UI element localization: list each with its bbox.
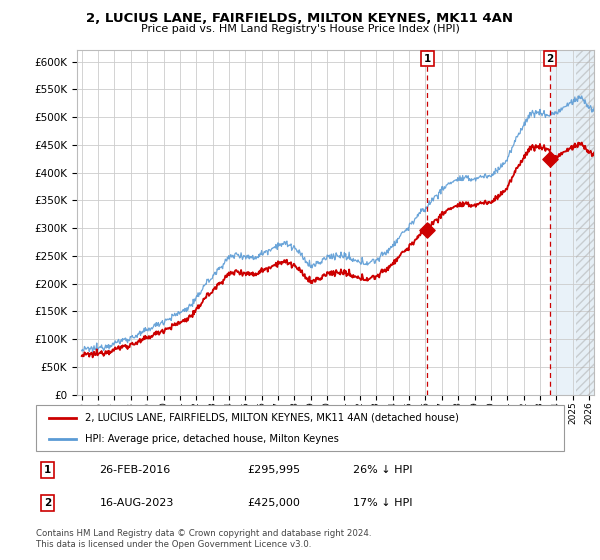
Text: 16-AUG-2023: 16-AUG-2023 [100,498,174,507]
Text: 2, LUCIUS LANE, FAIRFIELDS, MILTON KEYNES, MK11 4AN: 2, LUCIUS LANE, FAIRFIELDS, MILTON KEYNE… [86,12,514,25]
FancyBboxPatch shape [36,405,564,451]
Text: 2, LUCIUS LANE, FAIRFIELDS, MILTON KEYNES, MK11 4AN (detached house): 2, LUCIUS LANE, FAIRFIELDS, MILTON KEYNE… [85,413,458,423]
Text: Contains HM Land Registry data © Crown copyright and database right 2024.
This d: Contains HM Land Registry data © Crown c… [36,529,371,549]
Text: £425,000: £425,000 [247,498,300,507]
Text: 26-FEB-2016: 26-FEB-2016 [100,465,170,475]
Text: 26% ↓ HPI: 26% ↓ HPI [353,465,412,475]
Bar [575,50,594,395]
Text: 2: 2 [547,54,554,64]
Text: 1: 1 [44,465,51,475]
Text: £295,995: £295,995 [247,465,301,475]
Text: 2: 2 [44,498,51,507]
Text: HPI: Average price, detached house, Milton Keynes: HPI: Average price, detached house, Milt… [85,435,338,444]
Bar [550,50,594,395]
Text: 17% ↓ HPI: 17% ↓ HPI [353,498,412,507]
Point [545,154,555,163]
Text: Price paid vs. HM Land Registry's House Price Index (HPI): Price paid vs. HM Land Registry's House … [140,24,460,34]
Bar [575,50,594,395]
Point [422,226,432,235]
Text: 1: 1 [424,54,431,64]
